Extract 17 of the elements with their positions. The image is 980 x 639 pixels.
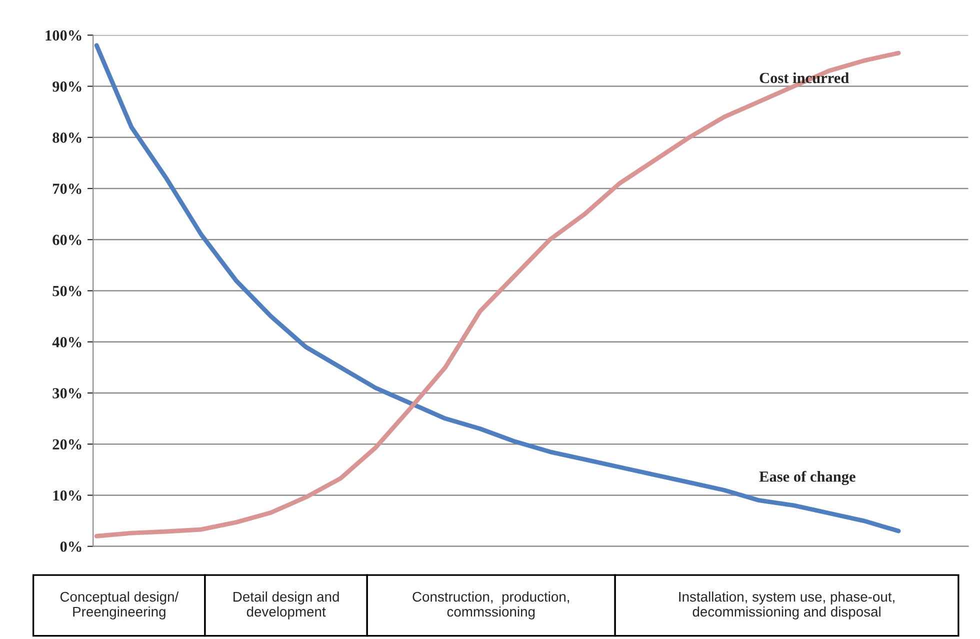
series-label: Ease of change	[759, 470, 856, 485]
y-tick-label: 30%	[52, 388, 82, 398]
y-tick-label: 70%	[53, 184, 82, 194]
text: Conceptual design/ Preengineering	[60, 592, 179, 620]
y-tick-label: 100%	[46, 30, 82, 41]
y-tick-label: 60%	[52, 234, 82, 246]
y-tick-label: 50%	[52, 286, 82, 296]
y-tick-label: 90%	[52, 81, 82, 92]
series-label: Cost incurred	[760, 72, 849, 84]
text: Construction, production, commssioning	[412, 592, 569, 620]
y-tick-label: 40%	[52, 337, 82, 348]
y-tick-label: 20%	[52, 439, 82, 450]
text: Detail design and development	[234, 592, 339, 620]
text: Installation, system use, phase-out, decommissioning and disposal	[679, 592, 894, 620]
y-tick-label: 0%	[60, 541, 82, 552]
y-tick-label: 80%	[52, 132, 82, 143]
y-tick-label: 10%	[53, 490, 82, 501]
